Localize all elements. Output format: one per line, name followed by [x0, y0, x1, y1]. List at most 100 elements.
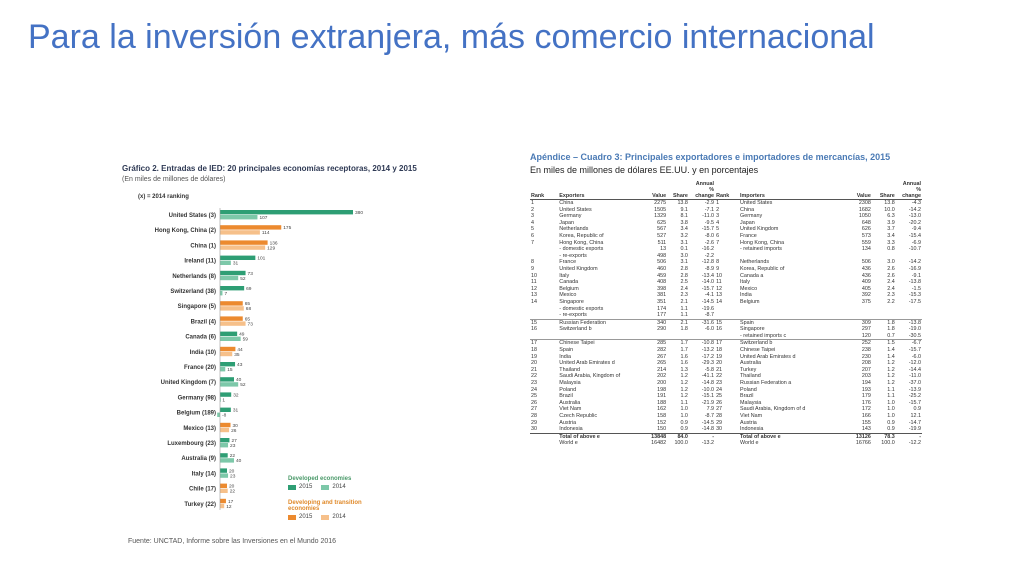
table-cell: Viet Nam [740, 413, 763, 419]
legend-developing-title: Developing and transition economies [288, 500, 362, 512]
bar-2014 [220, 443, 229, 448]
table-cell: -5.8 [704, 366, 715, 373]
table-cell: -9.5 [704, 219, 715, 226]
bar-2015 [220, 301, 243, 306]
table-cell: 4 [716, 219, 720, 226]
table-cell: 207 [861, 366, 871, 373]
table-cell: -17.5 [908, 298, 921, 305]
value-label-2014: 1 [222, 397, 225, 403]
table-cell: 2.4 [680, 285, 688, 292]
legend-label-2014: 2014 [332, 484, 346, 490]
table-cell: 19 [716, 353, 723, 360]
value-label-2015: 27 [231, 438, 237, 444]
bar-2015 [220, 346, 236, 352]
table-cell: 625 [657, 219, 667, 226]
table-cell: 202 [657, 373, 667, 380]
bar-2014 [220, 260, 231, 265]
category-label: Mexico (13) [183, 426, 216, 432]
table-row: - domestic exports 174 1.1 -19.6 [530, 306, 922, 313]
chart-ranking-note: (x) = 2014 ranking [138, 194, 189, 200]
table-cell: 191 [657, 393, 667, 400]
table-cell: -15.7 [701, 226, 715, 233]
table-cell: -14.7 [908, 419, 921, 426]
table-cell: 1.0 [887, 406, 895, 413]
table-cell: Total of above e [558, 432, 642, 441]
table-cell [667, 333, 689, 340]
table-cell: 200 [657, 380, 667, 387]
table-row: 20 United Arab Emirates d 265 1.6 -29.3 20 Aus… [530, 360, 922, 367]
value-label-2015: 175 [283, 225, 291, 231]
value-label-2015: 20 [229, 468, 235, 474]
bar-2015 [220, 453, 228, 458]
category-label: United Kingdom (7) [161, 380, 216, 386]
table-cell: -19.0 [908, 326, 921, 333]
table-cell: 23 [531, 380, 537, 387]
table-cell: -13.8 [895, 318, 922, 327]
table-cell: 1.2 [887, 366, 895, 373]
table-cell: 3.9 [887, 219, 895, 226]
value-label-2014: 52 [240, 382, 246, 388]
table-cell: 208 [861, 360, 871, 367]
bar-2014 [220, 458, 234, 463]
table-cell: 6.3 [887, 213, 895, 220]
table-row: 30 Indonesia 150 0.9 -14.8 30 Indonesia 143 0.9-… [530, 426, 922, 433]
table-row: 23 Malaysia 200 1.2 -14.8 23 Russian Federatio… [530, 380, 922, 387]
table-cell: 2 [716, 206, 720, 213]
table-cell: -11.0 [909, 373, 921, 380]
table-cell: -6.9 [911, 239, 921, 246]
value-label-2014: 35 [234, 352, 240, 358]
table-cell: 17 [530, 339, 559, 348]
table-cell: -15.7 [701, 285, 715, 292]
table-cell: 143 [861, 426, 871, 433]
chart-source: Fuente: UNCTAD, Informe sobre las Invers… [128, 538, 337, 545]
table-cell: 1.8 [680, 326, 688, 333]
table-cell: 29 [716, 419, 723, 426]
table-cell: -15.1 [701, 393, 715, 400]
table-cell: 26 [716, 399, 723, 406]
bar-2015 [220, 438, 230, 443]
table-cell [872, 312, 896, 319]
table-row: 15 Russian Federation 340 2.1 -31.6 15 Spain 30… [530, 318, 922, 327]
table-cell: 1.1 [680, 312, 688, 319]
bar-2014 [220, 230, 260, 235]
table-cell [715, 432, 740, 441]
table-cell: -10.8 [688, 339, 716, 348]
table-cell: Australia [740, 360, 761, 367]
table-cell: 405 [861, 285, 871, 292]
table-cell: 78.3 [871, 432, 896, 441]
table-cell: Austria [559, 419, 577, 426]
table-cell: 214 [657, 366, 667, 373]
value-label-2014: 68 [246, 306, 252, 312]
value-label-2014: 107 [259, 215, 267, 221]
value-label-2014: 26 [231, 428, 237, 434]
table-cell: 162 [657, 406, 667, 413]
table-cell: -15.7 [908, 347, 921, 354]
table-cell: 3.0 [680, 252, 688, 259]
table-cell: Canada [559, 279, 579, 286]
bar-2014 [220, 382, 239, 387]
bar-2015 [220, 316, 243, 321]
table-cell: 1.3 [680, 366, 688, 373]
table-cell: -13.8 [908, 279, 921, 286]
table-cell: - [688, 432, 716, 441]
value-label-2015: 69 [246, 286, 252, 292]
category-label: Italy (14) [192, 471, 216, 477]
fdi-chart-panel: Gráfico 2. Entradas de IED: 20 principal… [116, 158, 428, 558]
table-cell: Russian Federation a [740, 380, 792, 387]
table-cell: Belgium [740, 298, 760, 305]
table-cell: 26 [531, 399, 537, 406]
table-cell: 19 [531, 353, 537, 360]
table-cell: -10.0 [701, 386, 715, 393]
table-cell: Australia [559, 399, 581, 406]
table-cell: 9.1 [680, 206, 688, 213]
table-cell [530, 312, 558, 319]
table-row: - domestic exports 13 0.1 -16.2 - retained i… [530, 246, 922, 253]
table-cell: -7.1 [704, 206, 715, 213]
chart-title: Gráfico 2. Entradas de IED: 20 principal… [122, 164, 417, 173]
table-cell [715, 440, 739, 447]
table-cell: 22 [716, 373, 723, 380]
table-cell [530, 246, 558, 253]
table-cell [739, 306, 846, 313]
category-label: Netherlands (8) [172, 274, 216, 280]
table-cell: 1 [531, 200, 534, 206]
